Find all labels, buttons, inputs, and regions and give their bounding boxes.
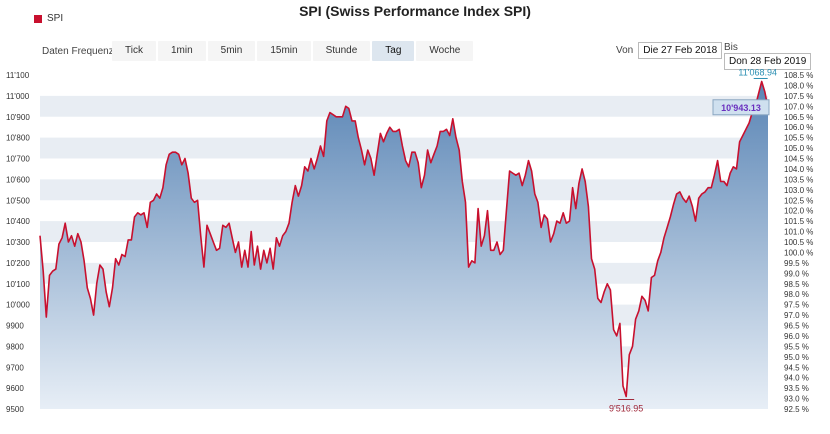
y-right-tick-label: 95.0 % [784,353,809,362]
grid-band [40,95,768,117]
y-right-tick-label: 97.5 % [784,301,809,310]
freq-button-15min[interactable]: 15min [257,41,311,61]
y-right-tick-label: 104.0 % [784,165,813,174]
y-right-tick-label: 95.5 % [784,342,809,351]
frequency-label: Daten Frequenz [42,46,114,57]
y-left-tick-label: 10'400 [6,217,30,226]
y-right-tick-label: 92.5 % [784,405,809,414]
legend-swatch [34,14,42,23]
y-left-tick-label: 9900 [6,322,24,331]
y-right-tick-label: 105.5 % [784,134,813,143]
y-right-tick-label: 100.5 % [784,238,813,247]
freq-button-stunde[interactable]: Stunde [312,41,371,61]
y-left-tick-label: 11'000 [6,92,30,101]
date-from-field[interactable]: Die 27 Feb 2018 [638,42,723,59]
date-to: BisDon 28 Feb 2019 [724,42,830,70]
y-left-tick-label: 10'900 [6,113,30,122]
date-from-label: Von [616,45,634,56]
y-right-tick-label: 98.5 % [784,280,809,289]
y-left-tick-label: 9600 [6,384,24,393]
y-left-tick-label: 9800 [6,342,24,351]
y-right-tick-label: 103.5 % [784,175,813,184]
y-right-tick-label: 106.0 % [784,123,813,132]
y-left-tick-label: 10'700 [6,155,30,164]
y-left-tick-label: 10'300 [6,238,30,247]
y-right-tick-label: 98.0 % [784,290,809,299]
series-line[interactable] [39,80,769,398]
legend[interactable]: SPI [34,13,63,24]
y-left-tick-label: 10'200 [6,259,30,268]
y-right-tick-label: 107.5 % [784,92,813,101]
y-right-tick-label: 108.0 % [784,81,813,90]
series-area [40,81,768,409]
y-right-tick-label: 107.0 % [784,102,813,111]
y-right-tick-label: 94.0 % [784,374,809,383]
y-left-tick-label: 10'000 [6,301,30,310]
y-right-tick-label: 101.0 % [784,228,813,237]
y-left-tick-label: 10'800 [6,134,30,143]
current-value-box [712,99,770,116]
y-right-tick-label: 100.0 % [784,248,813,257]
y-right-tick-label: 105.0 % [784,144,813,153]
y-right-tick-label: 106.5 % [784,113,813,122]
y-left-tick-label: 10'100 [6,280,30,289]
y-right-tick-label: 94.5 % [784,363,809,372]
y-right-tick-label: 99.0 % [784,269,809,278]
y-right-tick-label: 96.0 % [784,332,809,341]
y-right-tick-label: 102.0 % [784,207,813,216]
date-to-label: Bis [724,42,738,53]
chart-title: SPI (Swiss Performance Index SPI) [299,3,531,19]
y-left-tick-label: 10'500 [6,196,30,205]
y-right-tick-label: 103.0 % [784,186,813,195]
freq-button-5min[interactable]: 5min [207,41,256,61]
freq-button-tag[interactable]: Tag [372,41,415,61]
y-left-tick-label: 9500 [6,405,24,414]
y-right-tick-label: 96.5 % [784,322,809,331]
current-value-label: 10'943.13 [721,103,761,113]
y-left-tick-label: 9700 [6,363,24,372]
y-left-tick-label: 11'100 [6,71,30,80]
date-to-field[interactable]: Don 28 Feb 2019 [724,53,812,70]
y-right-tick-label: 101.5 % [784,217,813,226]
frequency-buttons: Tick 1min 5min 15min Stunde Tag Woche [112,41,475,61]
y-left-tick-label: 10'600 [6,175,30,184]
date-from: Von Die 27 Feb 2018 [616,42,723,59]
y-right-tick-label: 97.0 % [784,311,809,320]
legend-label: SPI [47,13,64,24]
freq-button-tick[interactable]: Tick [112,41,156,61]
y-right-tick-label: 99.5 % [784,259,809,268]
freq-button-1min[interactable]: 1min [157,41,206,61]
y-right-tick-label: 104.5 % [784,155,813,164]
y-right-tick-label: 102.5 % [784,196,813,205]
y-right-tick-label: 108.5 % [784,71,813,80]
y-right-tick-label: 93.0 % [784,395,809,404]
low-label: 9'516.95 [609,403,643,413]
grid-band [40,137,768,159]
freq-button-woche[interactable]: Woche [416,41,474,61]
y-right-tick-label: 93.5 % [784,384,809,393]
high-label: 11'068.94 [738,67,777,77]
